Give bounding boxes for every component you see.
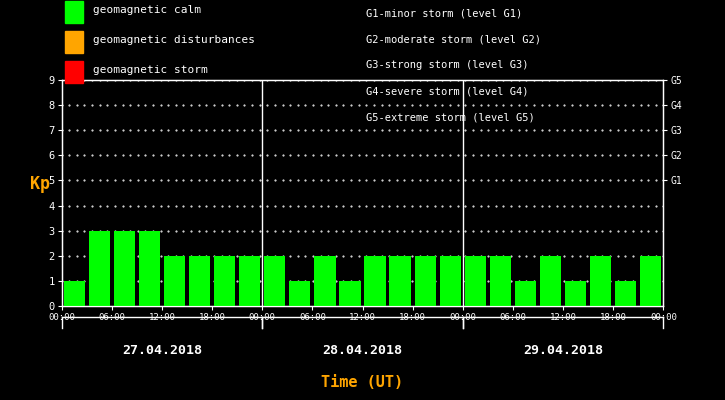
Text: 27.04.2018: 27.04.2018 xyxy=(122,344,202,357)
Text: geomagnetic storm: geomagnetic storm xyxy=(93,65,207,75)
Bar xyxy=(64,281,85,306)
Bar xyxy=(615,281,637,306)
Bar xyxy=(365,256,386,306)
Bar xyxy=(114,231,135,306)
Bar xyxy=(515,281,536,306)
Bar xyxy=(339,281,360,306)
Bar xyxy=(138,231,160,306)
Bar xyxy=(389,256,411,306)
Text: geomagnetic disturbances: geomagnetic disturbances xyxy=(93,35,254,45)
Y-axis label: Kp: Kp xyxy=(30,175,50,193)
Text: G1-minor storm (level G1): G1-minor storm (level G1) xyxy=(366,8,523,18)
Text: 29.04.2018: 29.04.2018 xyxy=(523,344,603,357)
Bar xyxy=(289,281,310,306)
Bar xyxy=(314,256,336,306)
Bar xyxy=(164,256,185,306)
Text: G3-strong storm (level G3): G3-strong storm (level G3) xyxy=(366,60,529,70)
Text: geomagnetic calm: geomagnetic calm xyxy=(93,5,201,15)
Bar xyxy=(239,256,260,306)
Text: 28.04.2018: 28.04.2018 xyxy=(323,344,402,357)
Bar xyxy=(490,256,511,306)
Bar xyxy=(439,256,461,306)
Bar xyxy=(189,256,210,306)
Bar xyxy=(88,231,110,306)
Bar xyxy=(540,256,561,306)
Text: G5-extreme storm (level G5): G5-extreme storm (level G5) xyxy=(366,112,535,122)
Bar xyxy=(465,256,486,306)
Text: G4-severe storm (level G4): G4-severe storm (level G4) xyxy=(366,86,529,96)
Bar xyxy=(214,256,235,306)
Bar xyxy=(264,256,286,306)
Bar xyxy=(565,281,587,306)
Bar xyxy=(415,256,436,306)
Text: Time (UT): Time (UT) xyxy=(321,375,404,390)
Bar xyxy=(640,256,661,306)
Bar xyxy=(590,256,611,306)
Text: G2-moderate storm (level G2): G2-moderate storm (level G2) xyxy=(366,34,541,44)
